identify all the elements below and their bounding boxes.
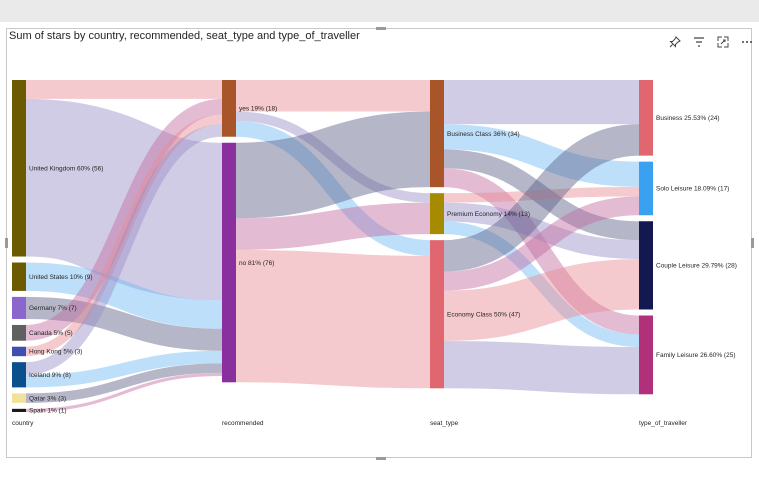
link-qa-no[interactable] xyxy=(25,363,223,403)
node-label-tb: Business 25.53% (24) xyxy=(656,115,720,122)
node-yes[interactable] xyxy=(222,80,236,137)
node-label-cl: Couple Leisure 29.79% (28) xyxy=(656,263,737,270)
node-label-de: Germany 7% (7) xyxy=(29,305,77,312)
column-label-recommended: recommended xyxy=(222,420,264,427)
node-de[interactable] xyxy=(12,296,26,319)
link-eco-tb[interactable] xyxy=(443,124,640,272)
more-options-icon[interactable] xyxy=(738,34,756,50)
node-label-es: Spain 1% (1) xyxy=(29,408,67,415)
link-pe-sl[interactable] xyxy=(443,186,640,203)
link-yes-eco[interactable] xyxy=(235,120,431,256)
node-label-no: no 81% (76) xyxy=(239,260,274,267)
node-hk[interactable] xyxy=(12,346,26,357)
node-eco[interactable] xyxy=(430,240,444,389)
link-es-no[interactable] xyxy=(25,372,223,413)
node-label-pe: Premium Economy 14% (13) xyxy=(447,211,530,218)
link-bus-cl[interactable] xyxy=(443,149,640,241)
node-label-hk: Hong Kong 5% (3) xyxy=(29,349,82,356)
top-bar xyxy=(0,0,759,22)
node-label-bus: Business Class 36% (34) xyxy=(447,131,520,138)
node-is[interactable] xyxy=(12,362,26,388)
node-label-yes: yes 19% (18) xyxy=(239,106,277,113)
node-ca[interactable] xyxy=(12,324,26,341)
link-de-no[interactable] xyxy=(25,296,223,351)
resize-handle-left[interactable] xyxy=(5,238,8,248)
node-label-uk: United Kingdom 60% (56) xyxy=(29,166,103,173)
node-bus[interactable] xyxy=(430,80,444,188)
link-pe-cl[interactable] xyxy=(443,202,640,260)
link-is-yes[interactable] xyxy=(25,124,223,375)
link-yes-pe[interactable] xyxy=(235,111,431,203)
link-no-pe[interactable] xyxy=(235,202,431,250)
column-label-seat_type: seat_type xyxy=(430,420,459,427)
node-tb[interactable] xyxy=(639,80,653,156)
resize-handle-right[interactable] xyxy=(751,238,754,248)
column-label-country: country xyxy=(12,420,34,427)
link-no-bus[interactable] xyxy=(235,111,431,219)
filter-icon[interactable] xyxy=(690,34,708,50)
node-uk[interactable] xyxy=(12,80,26,257)
resize-handle-bottom[interactable] xyxy=(376,457,386,460)
node-label-qa: Qatar 3% (3) xyxy=(29,395,66,402)
link-bus-sl[interactable] xyxy=(443,124,640,187)
node-cl[interactable] xyxy=(639,221,653,310)
resize-handle-top[interactable] xyxy=(376,27,386,30)
link-us-no[interactable] xyxy=(25,262,223,329)
link-ca-yes[interactable] xyxy=(25,98,223,341)
node-label-us: United States 10% (9) xyxy=(29,274,93,281)
node-sl[interactable] xyxy=(639,161,653,216)
link-uk-no[interactable] xyxy=(24,98,224,301)
node-pe[interactable] xyxy=(430,193,444,235)
link-eco-fl[interactable] xyxy=(443,341,640,395)
visual-header-icons xyxy=(666,34,756,50)
column-label-type_of_traveller: type_of_traveller xyxy=(639,420,688,427)
link-eco-sl[interactable] xyxy=(443,196,640,291)
node-label-fl: Family Leisure 26.60% (25) xyxy=(656,352,735,359)
pin-icon[interactable] xyxy=(666,34,684,50)
node-no[interactable] xyxy=(222,142,236,383)
node-label-is: Iceland 9% (8) xyxy=(29,372,71,379)
node-fl[interactable] xyxy=(639,315,653,395)
node-es[interactable] xyxy=(12,408,26,412)
link-pe-fl[interactable] xyxy=(443,221,640,348)
link-is-no[interactable] xyxy=(25,350,223,388)
link-hk-yes[interactable] xyxy=(25,114,223,357)
chart-title: Sum of stars by country, recommended, se… xyxy=(9,30,360,42)
node-label-eco: Economy Class 50% (47) xyxy=(447,312,520,319)
node-us[interactable] xyxy=(12,262,26,291)
node-qa[interactable] xyxy=(12,393,26,403)
link-eco-cl[interactable] xyxy=(443,259,640,342)
link-bus-fl[interactable] xyxy=(443,168,640,335)
link-no-eco[interactable] xyxy=(235,249,431,389)
node-label-sl: Solo Leisure 18.09% (17) xyxy=(656,186,729,193)
node-label-ca: Canada 5% (5) xyxy=(29,330,73,337)
focus-mode-icon[interactable] xyxy=(714,34,732,50)
